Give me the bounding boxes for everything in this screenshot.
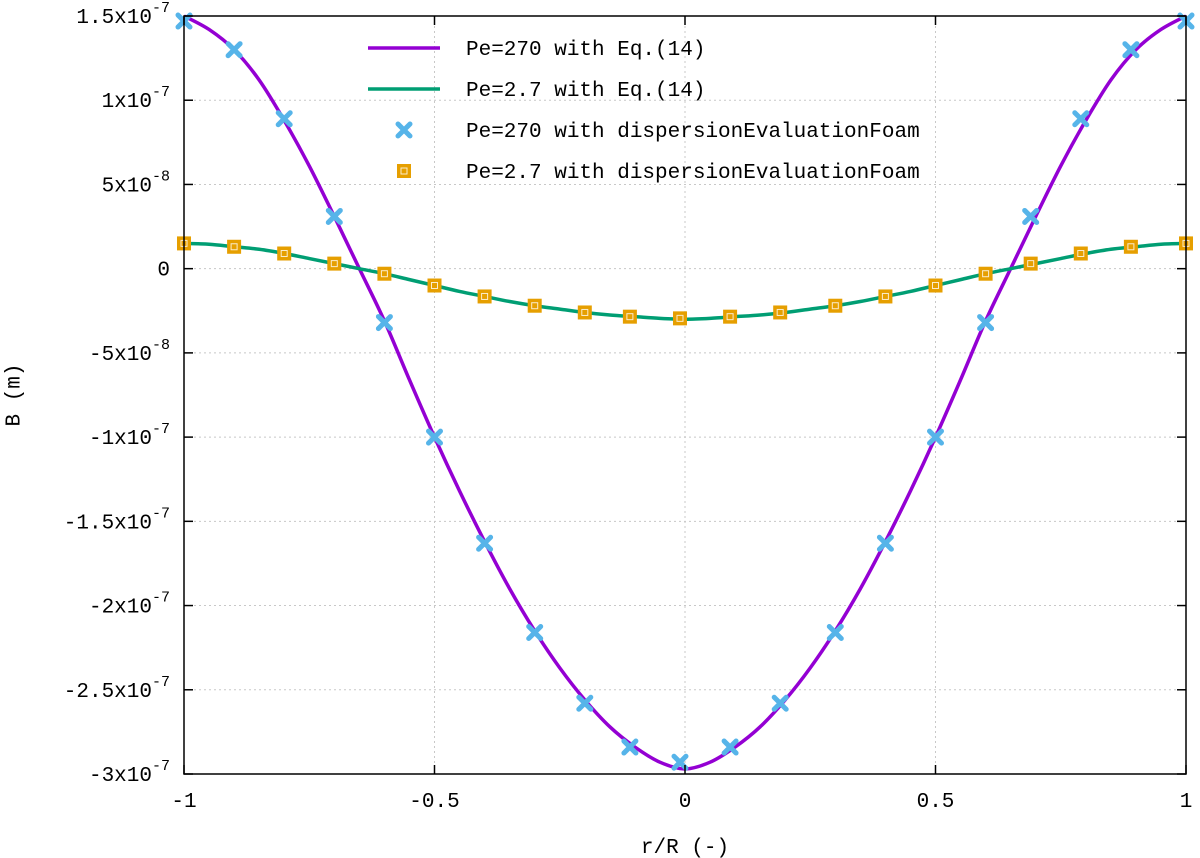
data-point-square — [327, 256, 342, 271]
data-point-cross — [826, 624, 844, 642]
data-point-cross — [621, 738, 639, 756]
y-axis-label: B (m) — [4, 363, 27, 426]
y-tick-exponent: -7 — [152, 590, 170, 607]
data-point-square — [227, 239, 242, 254]
data-point-square — [672, 311, 687, 326]
data-point-cross — [576, 694, 594, 712]
data-point-square — [978, 266, 993, 281]
data-point-square — [477, 289, 492, 304]
y-tick-label: 5x10-8 — [102, 168, 170, 198]
x-tick-label: 0.5 — [917, 791, 955, 814]
y-tick-mantissa: 0 — [157, 260, 170, 283]
data-point-cross — [977, 314, 995, 332]
data-point-square — [577, 305, 592, 320]
data-point-cross — [275, 110, 293, 128]
data-point-cross — [426, 428, 443, 446]
data-point-cross — [375, 314, 393, 332]
x-tick-label: 1 — [1180, 791, 1193, 814]
y-tick-exponent: -7 — [152, 421, 170, 438]
data-point-cross — [1122, 41, 1140, 59]
y-tick-exponent: -7 — [152, 505, 170, 522]
y-tick-exponent: -8 — [152, 168, 170, 185]
data-point-square — [427, 278, 442, 293]
grid — [184, 16, 1186, 774]
x-tick-label: 0 — [679, 791, 692, 814]
data-point-square — [622, 309, 637, 324]
data-point-square — [277, 246, 292, 261]
data-point-cross — [771, 694, 789, 712]
legend-swatch-cross — [395, 121, 413, 139]
legend-label: Pe=270 with dispersionEvaluationFoam — [466, 121, 920, 144]
data-point-cross — [721, 738, 739, 756]
x-tick-label: -0.5 — [409, 791, 459, 814]
y-tick-exponent: -8 — [152, 337, 170, 354]
legend-label: Pe=2.7 with Eq.(14) — [466, 80, 705, 103]
y-tick-label: -2.5x10-7 — [64, 674, 170, 704]
data-point-square — [1123, 239, 1138, 254]
x-tick-label: -1 — [171, 791, 196, 814]
data-point-square — [527, 298, 542, 313]
axis-ticks: -1 -0.5 0 0.5 11.5x10-71x10-75x10-80-5x10-8-… — [64, 0, 1193, 814]
y-tick-exponent: -7 — [152, 758, 170, 775]
y-tick-mantissa: -2.5x10 — [64, 681, 152, 704]
legend-item: Pe=2.7 with Eq.(14) — [368, 80, 705, 103]
data-point-square — [377, 266, 392, 281]
legend-item: Pe=270 with Eq.(14) — [368, 39, 705, 62]
data-point-square — [1023, 256, 1038, 271]
y-tick-exponent: -7 — [152, 0, 170, 17]
y-tick-label: -2x10-7 — [89, 590, 170, 620]
data-point-cross — [927, 428, 944, 446]
y-tick-label: -3x10-7 — [89, 758, 170, 788]
y-tick-mantissa: -1.5x10 — [64, 512, 152, 535]
legend-item: Pe=2.7 with dispersionEvaluationFoam — [397, 162, 920, 185]
y-tick-exponent: -7 — [152, 84, 170, 101]
y-tick-mantissa: -2x10 — [89, 597, 152, 620]
y-tick-mantissa: 1.5x10 — [76, 7, 152, 30]
data-point-square — [773, 305, 788, 320]
data-point-square — [928, 278, 943, 293]
data-point-cross — [476, 534, 494, 552]
y-tick-mantissa: -1x10 — [89, 428, 152, 451]
y-tick-mantissa: 5x10 — [102, 175, 152, 198]
data-point-cross — [225, 41, 243, 59]
legend-label: Pe=2.7 with dispersionEvaluationFoam — [466, 162, 920, 185]
y-tick-label: 1.5x10-7 — [76, 0, 170, 30]
y-tick-label: 0 — [157, 260, 170, 283]
y-tick-label: -1x10-7 — [89, 421, 170, 451]
legend: Pe=270 with Eq.(14) Pe=2.7 with Eq.(14) Pe… — [368, 39, 920, 185]
data-point-cross — [671, 753, 689, 771]
data-point-square — [878, 289, 893, 304]
legend-label: Pe=270 with Eq.(14) — [466, 39, 705, 62]
data-point-cross — [1022, 207, 1040, 225]
data-point-square — [723, 309, 738, 324]
y-tick-mantissa: -5x10 — [89, 344, 152, 367]
legend-item: Pe=270 with dispersionEvaluationFoam — [395, 121, 920, 144]
y-tick-mantissa: -3x10 — [89, 765, 152, 788]
data-point-cross — [526, 624, 544, 642]
y-tick-exponent: -7 — [152, 674, 170, 691]
y-tick-label: -1.5x10-7 — [64, 505, 170, 535]
data-point-cross — [325, 207, 343, 225]
y-tick-label: 1x10-7 — [102, 84, 170, 114]
data-point-cross — [876, 534, 894, 552]
data-point-cross — [1072, 110, 1090, 128]
y-tick-mantissa: 1x10 — [102, 91, 152, 114]
y-tick-label: -5x10-8 — [89, 337, 170, 367]
data-point-square — [1073, 246, 1088, 261]
legend-swatch-square — [397, 164, 411, 178]
x-axis-label: r/R (-) — [641, 837, 729, 858]
data-point-square — [828, 298, 843, 313]
